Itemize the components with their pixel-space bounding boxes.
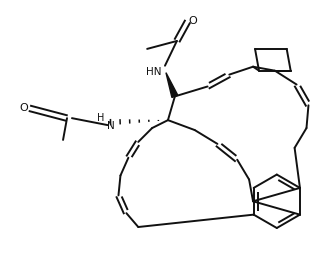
Text: HN: HN <box>146 67 162 77</box>
Text: H: H <box>97 113 104 123</box>
Polygon shape <box>166 73 178 98</box>
Text: O: O <box>188 16 197 26</box>
Text: O: O <box>19 103 28 113</box>
Text: N: N <box>107 121 114 131</box>
